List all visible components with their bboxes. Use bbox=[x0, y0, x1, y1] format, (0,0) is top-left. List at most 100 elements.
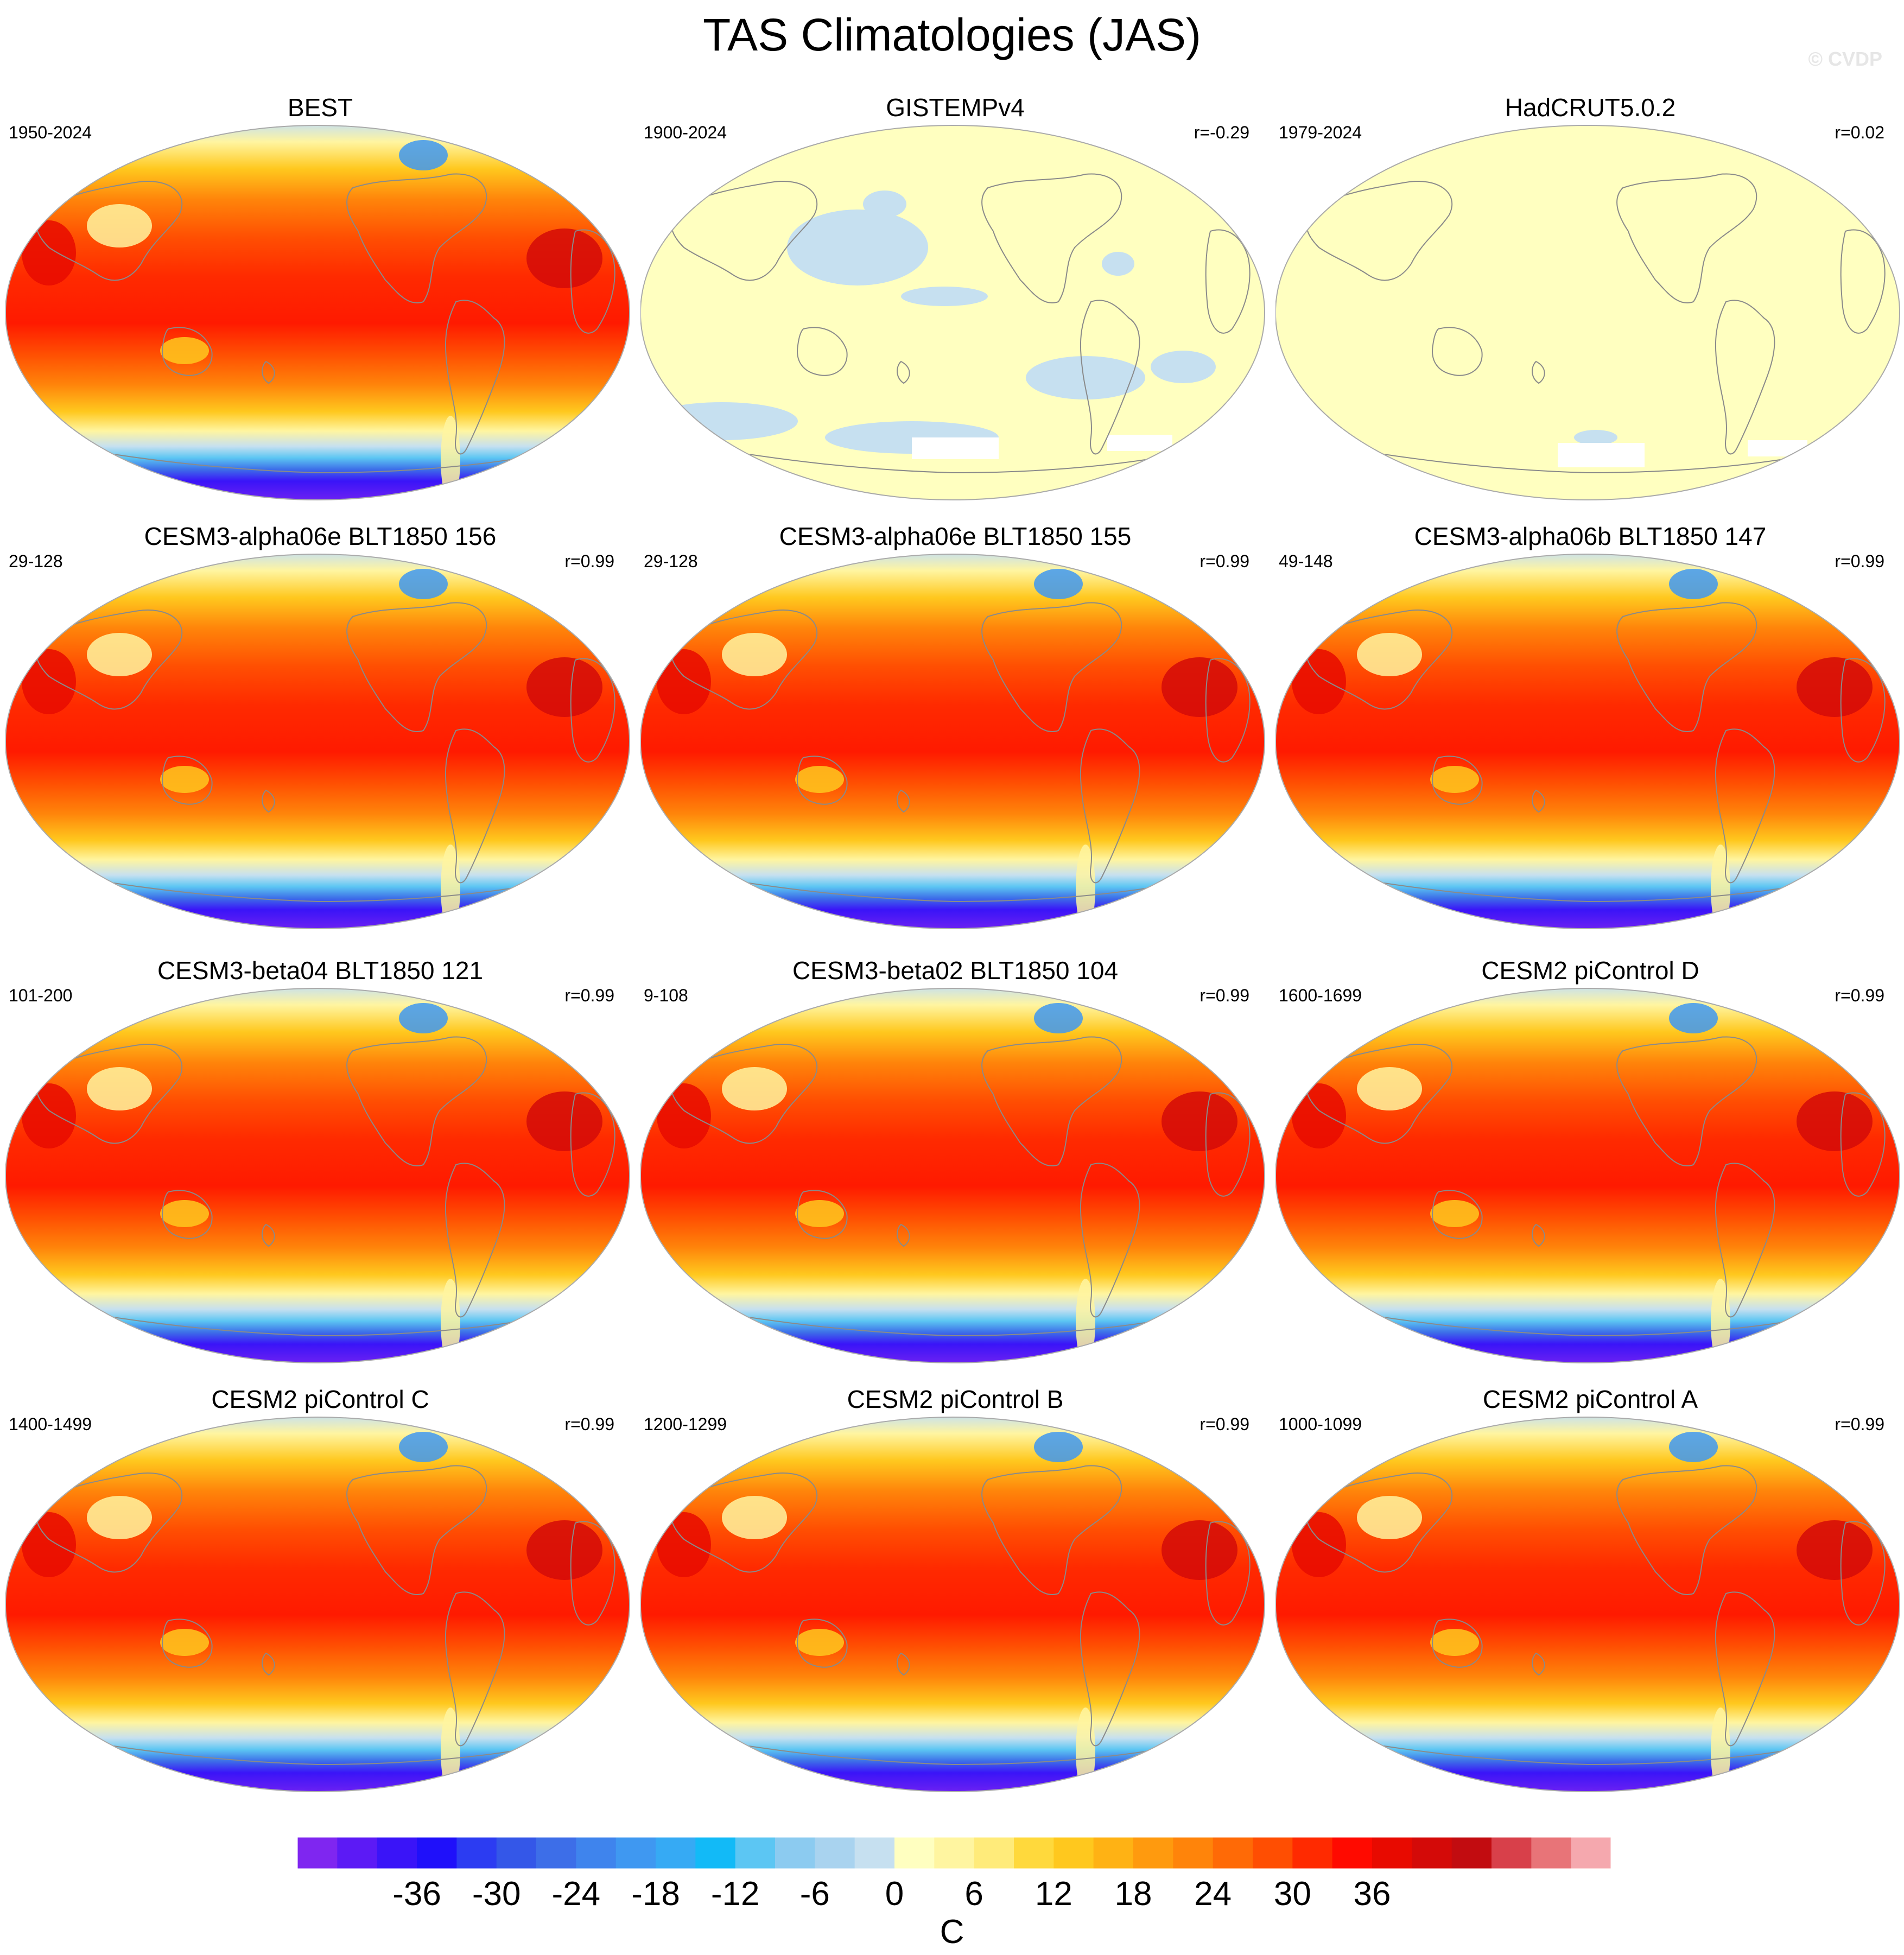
panel-title: CESM3-beta04 BLT1850 121 bbox=[157, 956, 484, 985]
colorbar-tick-label: 18 bbox=[1115, 1875, 1152, 1913]
coastlines bbox=[1305, 138, 1886, 474]
panel-year-range: 49-148 bbox=[1279, 551, 1333, 571]
panel-title: CESM2 piControl C bbox=[211, 1385, 429, 1413]
panel-title: CESM3-alpha06e BLT1850 155 bbox=[779, 522, 1132, 550]
colorbar-segment bbox=[456, 1837, 497, 1869]
colorbar-tick-label: -24 bbox=[552, 1875, 601, 1913]
panel-year-range: 1900-2024 bbox=[644, 123, 727, 142]
colorbar-segment bbox=[1014, 1837, 1054, 1869]
colorbar-segment bbox=[1213, 1837, 1253, 1869]
colorbar-segment bbox=[377, 1837, 417, 1869]
map-border bbox=[1275, 988, 1900, 1363]
panel-year-range: 1400-1499 bbox=[9, 1414, 92, 1434]
colorbar-segment bbox=[934, 1837, 975, 1869]
colorbar-segment bbox=[974, 1837, 1014, 1869]
panel-title: HadCRUT5.0.2 bbox=[1505, 93, 1676, 122]
map-border bbox=[5, 125, 630, 500]
world-map bbox=[1275, 1417, 1900, 1792]
colorbar-segment bbox=[1093, 1837, 1134, 1869]
world-map bbox=[5, 125, 630, 500]
colorbar: -36 -30 -24 -18 -12 -6 0 6 12 18 24 30 36 C bbox=[297, 1837, 1611, 1951]
panel-correlation: r=0.99 bbox=[1199, 986, 1249, 1005]
colorbar-segment bbox=[1053, 1837, 1094, 1869]
panel-year-range: 1600-1699 bbox=[1279, 986, 1362, 1005]
panel-correlation: r=0.99 bbox=[1835, 1414, 1884, 1434]
panel-title: CESM2 piControl A bbox=[1482, 1385, 1698, 1413]
panel-title: BEST bbox=[287, 93, 353, 122]
map-border bbox=[640, 125, 1265, 500]
colorbar-segment bbox=[576, 1837, 617, 1869]
map-panel: CESM2 piControl B 1200-1299 r=0.99 bbox=[640, 1384, 1270, 1813]
temperature-field bbox=[640, 554, 1265, 929]
colorbar-segment bbox=[815, 1837, 855, 1869]
map-panel: HadCRUT5.0.2 1979-2024 r=0.02 bbox=[1275, 92, 1904, 521]
panel-year-range: 9-108 bbox=[644, 986, 688, 1005]
colorbar-tick-label: 36 bbox=[1354, 1875, 1391, 1913]
map-border bbox=[1275, 554, 1900, 929]
colorbar-segment bbox=[1571, 1837, 1611, 1869]
map-panel: BEST 1950-2024 bbox=[5, 92, 635, 521]
panel-correlation: r=0.99 bbox=[1199, 551, 1249, 571]
temperature-field bbox=[1275, 1417, 1900, 1792]
temperature-field bbox=[1275, 554, 1900, 929]
colorbar-segment bbox=[1253, 1837, 1293, 1869]
map-panel: CESM3-alpha06b BLT1850 147 49-148 r=0.99 bbox=[1275, 521, 1904, 950]
temperature-field bbox=[640, 1417, 1265, 1792]
map-border bbox=[1275, 1417, 1900, 1792]
map-border bbox=[640, 1417, 1265, 1792]
panel-title: CESM3-alpha06b BLT1850 147 bbox=[1414, 522, 1767, 550]
panel-year-range: 101-200 bbox=[9, 986, 73, 1005]
panel-correlation: r=-0.29 bbox=[1194, 123, 1249, 142]
colorbar-segment bbox=[894, 1837, 935, 1869]
world-map bbox=[640, 125, 1265, 500]
colorbar-segment bbox=[1451, 1837, 1492, 1869]
panel-correlation: r=0.99 bbox=[1199, 1414, 1249, 1434]
colorbar-segment bbox=[1372, 1837, 1412, 1869]
colorbar-segment bbox=[1332, 1837, 1373, 1869]
panel-year-range: 1200-1299 bbox=[644, 1414, 727, 1434]
colorbar-tick-label: -30 bbox=[472, 1875, 521, 1913]
world-map bbox=[5, 988, 630, 1363]
world-map bbox=[640, 988, 1265, 1363]
colorbar-segment bbox=[615, 1837, 656, 1869]
colorbar-segment bbox=[1412, 1837, 1452, 1869]
map-panel: CESM2 piControl A 1000-1099 r=0.99 bbox=[1275, 1384, 1904, 1813]
colorbar-tick-label: 6 bbox=[964, 1875, 983, 1913]
map-panel: CESM3-beta02 BLT1850 104 9-108 r=0.99 bbox=[640, 955, 1270, 1384]
colorbar-segment bbox=[496, 1837, 537, 1869]
map-panel: CESM3-alpha06e BLT1850 155 29-128 r=0.99 bbox=[640, 521, 1270, 950]
colorbar-tick-label: 24 bbox=[1194, 1875, 1232, 1913]
map-border bbox=[640, 554, 1265, 929]
panel-title: CESM2 piControl B bbox=[847, 1385, 1064, 1413]
colorbar-segment bbox=[417, 1837, 457, 1869]
colorbar-tick-label: 30 bbox=[1274, 1875, 1311, 1913]
colorbar-tick-label: -36 bbox=[392, 1875, 441, 1913]
temperature-field bbox=[5, 125, 630, 500]
colorbar-segment bbox=[337, 1837, 378, 1869]
colorbar-segment bbox=[1292, 1837, 1333, 1869]
panel-correlation: r=0.99 bbox=[564, 551, 614, 571]
colorbar-segment bbox=[1133, 1837, 1173, 1869]
panel-year-range: 29-128 bbox=[9, 551, 63, 571]
temperature-field bbox=[640, 988, 1265, 1363]
temperature-field bbox=[5, 988, 630, 1363]
colorbar-segment bbox=[735, 1837, 776, 1869]
colorbar-segment bbox=[854, 1837, 895, 1869]
panel-year-range: 1000-1099 bbox=[1279, 1414, 1362, 1434]
colorbar-tick-label: -12 bbox=[711, 1875, 760, 1913]
panel-correlation: r=0.99 bbox=[1835, 986, 1884, 1005]
map-panel: CESM2 piControl D 1600-1699 r=0.99 bbox=[1275, 955, 1904, 1384]
world-map bbox=[640, 554, 1265, 929]
map-border bbox=[5, 554, 630, 929]
colorbar-segment bbox=[536, 1837, 576, 1869]
temperature-field bbox=[5, 1417, 630, 1792]
colorbar-segment bbox=[775, 1837, 815, 1869]
colorbar-tick-label: 12 bbox=[1035, 1875, 1072, 1913]
colorbar-tick-label: -6 bbox=[800, 1875, 830, 1913]
map-panel: CESM2 piControl C 1400-1499 r=0.99 bbox=[5, 1384, 635, 1813]
colorbar-segment bbox=[695, 1837, 736, 1869]
temperature-field bbox=[5, 554, 630, 929]
map-border bbox=[1275, 125, 1900, 500]
panel-title: CESM3-beta02 BLT1850 104 bbox=[792, 956, 1119, 985]
world-map bbox=[5, 1417, 630, 1792]
